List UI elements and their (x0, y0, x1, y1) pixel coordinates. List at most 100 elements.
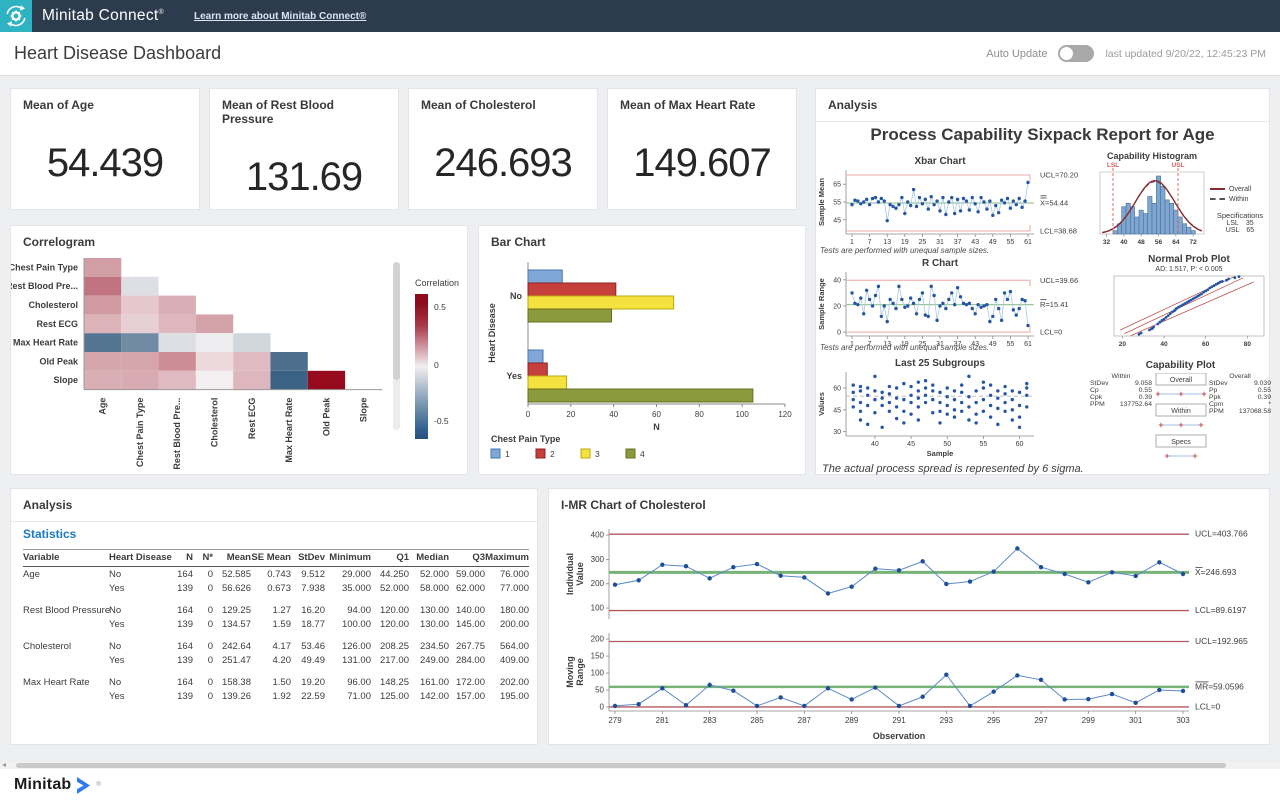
stats-row: Max Heart Rate No 164 0 158.38 1.50 19.20 96.00… (23, 676, 529, 688)
svg-text:Value: Value (575, 562, 585, 586)
minitab-connect-logo (0, 0, 32, 32)
scrollbar-thumb[interactable] (16, 763, 1226, 768)
svg-text:281: 281 (656, 716, 670, 725)
svg-text:USL: USL (1172, 162, 1185, 169)
svg-text:Values: Values (817, 392, 826, 416)
svg-text:UCL=39.66: UCL=39.66 (1040, 276, 1078, 285)
svg-text:200: 200 (591, 579, 605, 588)
svg-text:Max Heart Rate: Max Heart Rate (13, 338, 78, 348)
page-header: Heart Disease Dashboard Auto Update last… (0, 32, 1280, 76)
stats-col-header: SE Mean (251, 549, 291, 567)
minitab-footer-logo: Minitab ® (14, 776, 101, 794)
svg-text:25: 25 (919, 341, 927, 348)
svg-text:Sample: Sample (927, 449, 954, 458)
svg-text:Last 25 Subgroups: Last 25 Subgroups (895, 358, 985, 369)
svg-text:50: 50 (595, 685, 604, 694)
stats-col-header: Q3 (449, 549, 485, 567)
scrollbar-thumb[interactable] (393, 262, 400, 380)
svg-text:55: 55 (1007, 239, 1015, 246)
svg-text:No: No (510, 291, 522, 301)
svg-text:80: 80 (695, 410, 704, 419)
kpi-card-mean-cholesterol: Mean of Cholesterol 246.693 (408, 88, 598, 210)
svg-text:56: 56 (1155, 239, 1163, 246)
stats-col-header: Maximum (485, 549, 529, 567)
brand-title: Minitab Connect® (42, 7, 164, 24)
svg-text:40: 40 (871, 441, 879, 448)
svg-text:LCL=0: LCL=0 (1040, 328, 1062, 337)
bar-chart-panel: Bar Chart No Yes 0 20 40 60 80 100 120 Heart Dise… (478, 225, 806, 475)
stats-col-header: StDev (291, 549, 325, 567)
learn-more-link[interactable]: Learn more about Minitab Connect® (193, 10, 367, 22)
svg-text:45: 45 (907, 441, 915, 448)
svg-text:37: 37 (954, 341, 962, 348)
svg-text:1: 1 (850, 239, 854, 246)
svg-text:Rest Blood Pre...: Rest Blood Pre... (11, 281, 78, 291)
svg-text:65: 65 (833, 182, 841, 189)
svg-text:100: 100 (591, 669, 605, 678)
svg-text:31: 31 (936, 341, 944, 348)
stats-row: Yes 139 0 56.626 0.673 7.938 35.000 52.000 58.00… (109, 582, 529, 594)
kpi-value: 246.693 (434, 141, 573, 185)
sixpack-footnote: The actual process spread is represented… (822, 463, 1084, 475)
svg-text:Sample Range: Sample Range (817, 278, 826, 330)
horizontal-scrollbar[interactable] (0, 762, 1280, 769)
svg-text:40: 40 (609, 410, 618, 419)
svg-text:49: 49 (989, 341, 997, 348)
correlogram-scrollbar[interactable] (393, 262, 400, 430)
svg-text:30: 30 (833, 429, 841, 436)
kpi-title: Mean of Rest Blood Pressure (222, 98, 335, 126)
stats-col-header: N* (193, 549, 213, 567)
svg-text:55: 55 (1007, 341, 1015, 348)
svg-text:UCL=403.766: UCL=403.766 (1195, 529, 1248, 539)
analysis-sixpack-panel: Analysis Process Capability Sixpack Repo… (815, 88, 1271, 475)
svg-text:AD: 1.517, P: < 0.005: AD: 1.517, P: < 0.005 (1155, 266, 1222, 273)
svg-text:301: 301 (1129, 716, 1143, 725)
scroll-left-arrow-icon[interactable] (2, 763, 6, 767)
statistics-link[interactable]: Statistics (23, 527, 77, 541)
svg-text:299: 299 (1082, 716, 1096, 725)
svg-text:Cholesterol: Cholesterol (210, 398, 220, 448)
svg-text:60: 60 (652, 410, 661, 419)
stats-row: Age No 164 0 52.585 0.743 9.512 29.000 44.250 52.… (23, 568, 529, 580)
svg-text:UCL=192.965: UCL=192.965 (1195, 636, 1248, 646)
svg-text:Xbar Chart: Xbar Chart (914, 156, 966, 167)
svg-text:LCL=38.68: LCL=38.68 (1040, 227, 1077, 236)
capability-boxes: Overall Within Specs (1155, 373, 1206, 459)
svg-text:300: 300 (591, 555, 605, 564)
svg-text:Observation: Observation (873, 731, 926, 741)
stats-col-header: Heart Disease (109, 549, 172, 567)
svg-text:279: 279 (608, 716, 622, 725)
stats-col-header: Minimum (325, 549, 371, 567)
svg-text:19: 19 (901, 239, 909, 246)
r-chart-note: Tests are performed with unequal sample … (820, 343, 990, 352)
minitab-wordmark: Minitab (14, 776, 72, 793)
auto-update-toggle[interactable] (1058, 45, 1095, 62)
svg-text:Within: Within (1171, 408, 1191, 415)
imr-chart-panel: I-MR Chart of Cholesterol 100 200 300 400 UC… (548, 488, 1270, 745)
page-title: Heart Disease Dashboard (14, 43, 222, 63)
kpi-card-mean-rest-bp: Mean of Rest Blood Pressure 131.69 (209, 88, 399, 210)
page-footer: Minitab ® (0, 769, 1280, 802)
svg-text:0: 0 (600, 702, 605, 711)
svg-text:LCL=0: LCL=0 (1195, 701, 1221, 711)
kpi-value: 149.607 (633, 141, 772, 185)
svg-text:UCL=70.20: UCL=70.20 (1040, 170, 1078, 179)
statistics-table: Variable Heart Disease N N* Mean SE Mean StDev… (23, 549, 529, 703)
kpi-title: Mean of Cholesterol (421, 98, 536, 112)
svg-text:LCL=89.6197: LCL=89.6197 (1195, 605, 1247, 615)
stats-row: Yes 139 0 134.57 1.59 18.77 100.00 120.00 130.00… (109, 618, 529, 630)
svg-text:287: 287 (798, 716, 812, 725)
svg-text:Max Heart Rate: Max Heart Rate (284, 398, 294, 463)
svg-text:Rest Blood Pre...: Rest Blood Pre... (172, 398, 182, 470)
svg-text:295: 295 (987, 716, 1001, 725)
histogram-legend: Overall Within Specifications LSL 35 USL 6… (1210, 184, 1270, 234)
panel-title: I-MR Chart of Cholesterol (561, 498, 706, 512)
correlogram-panel: Correlogram Chest Pain Type Rest Blood Pr… (10, 225, 468, 475)
stats-row: Rest Blood Pressure No 164 0 129.25 1.27 16.20… (23, 604, 529, 616)
minitab-chevron-icon (77, 776, 91, 794)
last-25-subgroups-chart: Last 25 Subgroups 30 45 60 40 45 50 55 60 Values S… (817, 358, 1034, 458)
stats-row: Yes 139 0 139.26 1.92 22.59 71.00 125.00 142.00 1… (109, 690, 529, 702)
svg-text:40: 40 (833, 277, 841, 284)
svg-text:200: 200 (591, 635, 605, 644)
svg-text:43: 43 (971, 239, 979, 246)
